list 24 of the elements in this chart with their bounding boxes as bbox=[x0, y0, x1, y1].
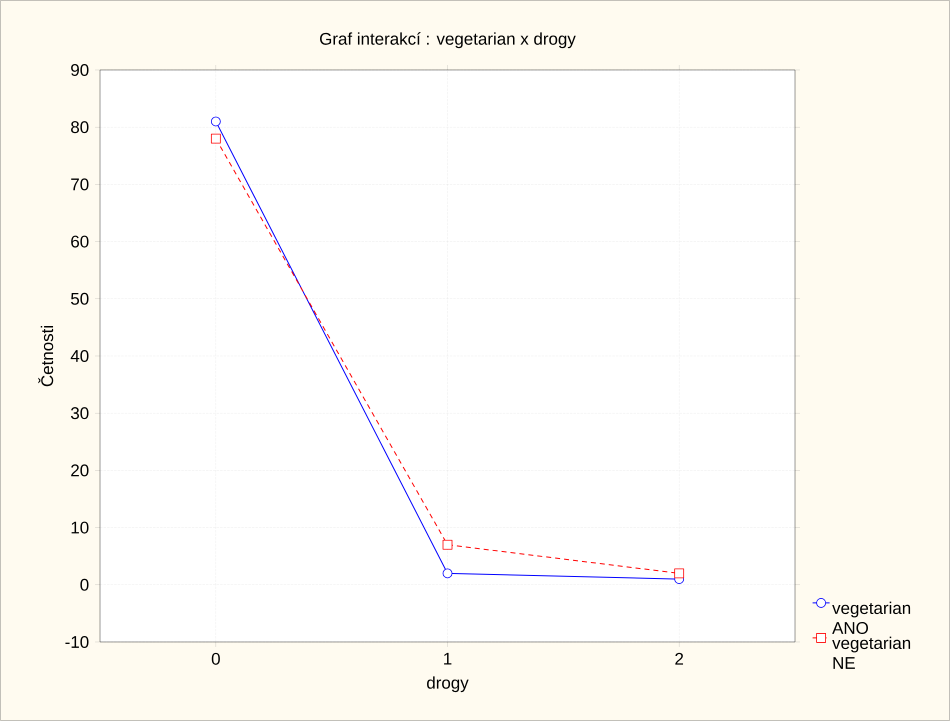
x-tick-label: 0 bbox=[212, 652, 220, 665]
y-axis-title: Četnosti bbox=[38, 326, 54, 386]
x-axis-title: drogy bbox=[427, 676, 469, 692]
x-tick-label: 1 bbox=[444, 652, 452, 664]
y-tick-label: 60 bbox=[71, 236, 89, 248]
point bbox=[674, 568, 684, 578]
y-tick-label: 80 bbox=[71, 121, 89, 134]
y-tick-label: 40 bbox=[70, 350, 89, 362]
point bbox=[442, 540, 452, 550]
y-tick-label: 0 bbox=[80, 578, 89, 591]
y-tick-label: 30 bbox=[70, 407, 89, 420]
legend-label: vegetarian ANO bbox=[832, 602, 910, 634]
y-tick-label: 70 bbox=[71, 178, 89, 190]
y-tick-label: 10 bbox=[72, 522, 89, 534]
legend-label: vegetarian NE bbox=[832, 636, 910, 669]
y-tick-label: 20 bbox=[71, 464, 89, 476]
y-tick-label: -10 bbox=[65, 636, 89, 648]
y-tick-label: 50 bbox=[70, 292, 89, 305]
chart-title: Graf interakcí : vegetarian x drogy bbox=[320, 32, 576, 48]
y-tick-label: 90 bbox=[71, 64, 89, 76]
point bbox=[210, 116, 221, 126]
x-tick-label: 2 bbox=[675, 652, 684, 665]
point bbox=[210, 134, 221, 144]
point bbox=[442, 568, 452, 578]
